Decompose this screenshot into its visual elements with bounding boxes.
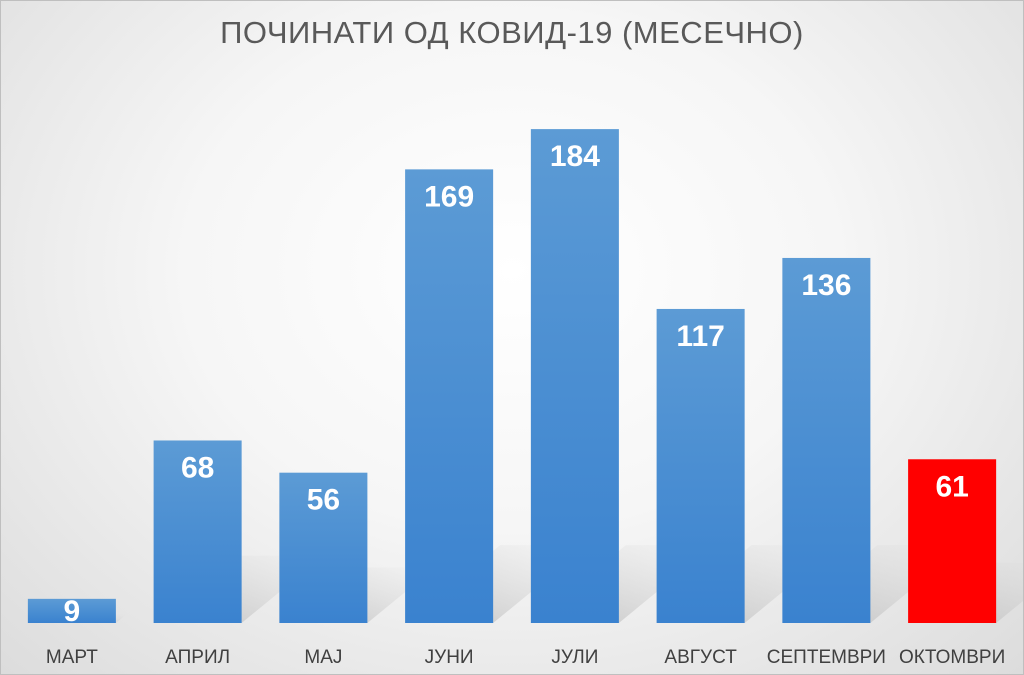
bar-value-label: 117 (676, 320, 724, 353)
bar-value-label: 136 (801, 269, 851, 302)
bar-value-label: 68 (181, 451, 214, 484)
bar-value-label: 169 (424, 180, 474, 213)
x-tick-label: ЈУЛИ (551, 647, 598, 668)
bar-3 (279, 472, 368, 623)
bar-2 (153, 440, 242, 623)
bar-value-label: 56 (307, 484, 340, 517)
x-tick-label: МАРТ (46, 647, 98, 668)
x-tick-label: ЈУНИ (425, 647, 474, 668)
chart-title: ПОЧИНАТИ ОД КОВИД-19 (МЕСЕЧНО) (220, 15, 804, 50)
x-tick-label: АПРИЛ (165, 647, 230, 668)
bar-value-label: 184 (550, 140, 600, 173)
bar-4 (405, 169, 494, 624)
bar-6 (656, 308, 745, 623)
bar-value-label: 61 (935, 470, 968, 503)
x-tick-label: СЕПТЕМВРИ (767, 647, 886, 668)
x-tick-label: МАЈ (304, 647, 342, 668)
bar-7 (782, 257, 871, 623)
x-tick-label: АВГУСТ (664, 647, 737, 668)
bar-1 (27, 598, 116, 623)
bar-value-label: 9 (64, 595, 81, 628)
bar-5 (530, 129, 619, 623)
x-tick-label: ОКТОМВРИ (899, 647, 1005, 668)
bar-8 (908, 459, 997, 623)
